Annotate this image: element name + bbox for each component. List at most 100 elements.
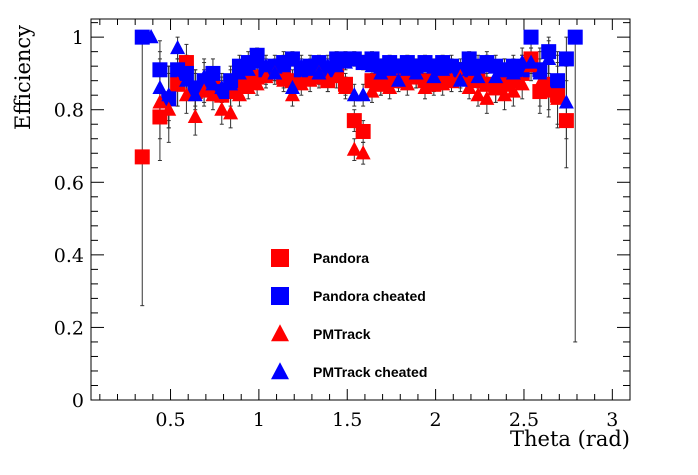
pmtrack-point [196, 83, 212, 98]
y-tick-label: 1 [72, 27, 84, 49]
pmtrack-cheated-point [408, 65, 424, 80]
pmtrack-cheated-point [302, 61, 318, 76]
pmtrack-cheated-point [196, 68, 212, 84]
legend-marker-pmtrack-cheated [271, 362, 289, 380]
pmtrack-point [470, 87, 486, 102]
pmtrack-cheated-point [399, 61, 415, 76]
pandora-cheated-point [558, 51, 574, 67]
pmtrack-cheated-point [143, 29, 159, 44]
pmtrack-cheated-point [205, 76, 221, 91]
x-axis-label: Theta (rad) [510, 427, 630, 451]
y-tick-label: 0.6 [54, 172, 84, 194]
pmtrack-cheated-point [417, 58, 433, 73]
pmtrack-cheated-point [311, 65, 327, 80]
pmtrack-cheated-point [223, 76, 239, 91]
pandora-cheated-point [567, 29, 583, 45]
pmtrack-cheated-point [187, 87, 203, 102]
legend-label-pandora-cheated: Pandora cheated [313, 288, 426, 304]
pmtrack-cheated-point [558, 94, 574, 109]
pmtrack-cheated-point [249, 54, 265, 69]
plot-frame [90, 18, 631, 401]
pmtrack-cheated-point [532, 65, 548, 80]
pmtrack-point [337, 79, 353, 95]
y-tick-label: 0.8 [54, 100, 84, 122]
pmtrack-point [161, 101, 177, 116]
pmtrack-point [276, 72, 292, 87]
pmtrack-point [258, 68, 274, 84]
pmtrack-cheated-point [461, 61, 477, 76]
pmtrack-cheated-point [488, 68, 504, 84]
marker-layer [134, 29, 583, 165]
pmtrack-point [479, 90, 495, 105]
pmtrack-point [214, 101, 230, 116]
pmtrack-cheated-point [479, 58, 495, 73]
pmtrack-point [399, 76, 415, 91]
pmtrack-point [346, 141, 362, 156]
pmtrack-cheated-point [329, 58, 345, 73]
pmtrack-point [417, 79, 433, 95]
legend-marker-pandora [271, 249, 289, 267]
x-tick-label: 1.5 [332, 409, 362, 431]
pmtrack-point [249, 76, 265, 91]
y-tick-label: 0 [72, 390, 84, 412]
pmtrack-cheated-point [541, 50, 557, 65]
pmtrack-point [373, 76, 389, 91]
pmtrack-cheated-point [390, 72, 406, 87]
pmtrack-cheated-point [240, 61, 256, 76]
pmtrack-point [152, 94, 168, 109]
y-tick-label: 0.2 [54, 317, 84, 339]
legend-marker-pandora-cheated [271, 287, 289, 305]
pmtrack-point [505, 83, 521, 98]
pmtrack-point [550, 90, 566, 105]
y-axis-label: Efficiency [11, 25, 35, 130]
pmtrack-cheated-point [435, 61, 451, 76]
pmtrack-cheated-point [276, 58, 292, 73]
x-tick-label: 2 [430, 409, 442, 431]
pmtrack-cheated-point [152, 79, 168, 95]
pmtrack-point [532, 76, 548, 91]
pandora-point [355, 123, 371, 139]
pmtrack-point [293, 76, 309, 91]
pmtrack-point [187, 108, 203, 124]
pmtrack-cheated-point [214, 79, 230, 95]
pmtrack-cheated-point [497, 61, 513, 76]
pmtrack-cheated-point [452, 72, 468, 87]
pandora-point [558, 113, 574, 129]
pmtrack-point [435, 76, 451, 91]
pmtrack-point [364, 83, 380, 98]
pmtrack-cheated-point [267, 65, 283, 80]
x-tick-label: 0.5 [155, 409, 185, 431]
legend-label-pandora: Pandora [313, 250, 369, 266]
pmtrack-cheated-point [170, 39, 186, 55]
pmtrack-point [488, 79, 504, 95]
pmtrack-cheated-point [373, 65, 389, 80]
legend-marker-pmtrack [271, 324, 289, 342]
pmtrack-point [170, 76, 186, 91]
pmtrack-cheated-point [364, 58, 380, 73]
pmtrack-point [355, 145, 371, 160]
legend-label-pmtrack-cheated: PMTrack cheated [313, 364, 427, 380]
pmtrack-cheated-point [161, 87, 177, 102]
pmtrack-cheated-point [231, 65, 247, 80]
pmtrack-point [382, 79, 398, 95]
x-tick-label: 2.5 [509, 409, 539, 431]
pmtrack-point [541, 83, 557, 98]
pandora-cheated-point [152, 62, 168, 78]
pmtrack-cheated-point [426, 68, 442, 84]
pmtrack-cheated-point [444, 58, 460, 73]
pmtrack-point [205, 87, 221, 102]
legend: Pandora Pandora cheated PMTrack PMTrack che… [271, 249, 427, 380]
pmtrack-point [284, 87, 300, 102]
pandora-point [134, 149, 150, 165]
pmtrack-point [223, 105, 239, 120]
pmtrack-point [320, 72, 336, 87]
legend-label-pmtrack: PMTrack [313, 326, 371, 342]
pmtrack-cheated-point [505, 65, 521, 80]
pmtrack-cheated-point [523, 54, 539, 69]
pmtrack-cheated-point [178, 72, 194, 87]
pmtrack-point [240, 79, 256, 95]
axes-layer: 0.5 1 1.5 2 2.5 3 0 0.2 0.4 0.6 0.8 1 [54, 19, 631, 431]
pmtrack-cheated-point [258, 58, 274, 73]
x-tick-label: 3 [606, 409, 618, 431]
